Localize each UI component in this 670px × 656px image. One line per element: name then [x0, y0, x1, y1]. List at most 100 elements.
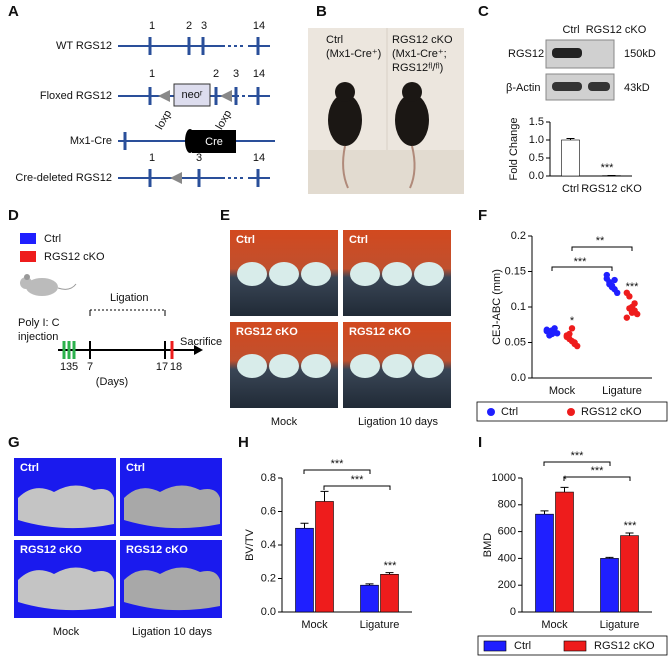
legend-swatch	[20, 251, 36, 262]
ligation-label: Ligation	[110, 292, 149, 304]
panel-label: D	[8, 207, 19, 224]
genotype-label: RGS12ᶠˡ/ᶠˡ)	[392, 62, 443, 74]
significance: ***	[624, 520, 638, 532]
exon-number: 1	[149, 20, 155, 32]
photo-label: Ctrl	[349, 234, 368, 246]
photo-label: Ctrl	[236, 234, 255, 246]
bracket	[571, 246, 633, 251]
tooth	[382, 262, 412, 286]
loxp-label: loxp	[214, 108, 234, 131]
x-label: Mock	[53, 626, 80, 638]
photo-label: RGS12 cKO	[349, 326, 411, 338]
protein-label: β-Actin	[506, 82, 540, 94]
point	[626, 293, 633, 300]
y-tick-label: 0.0	[511, 372, 526, 384]
exon-number: 3	[196, 152, 202, 164]
bar	[315, 501, 334, 613]
point	[603, 271, 610, 279]
y-tick-label: 0.5	[529, 152, 544, 164]
legend-marker	[567, 408, 575, 416]
bone	[124, 485, 220, 529]
photo-label: Ctrl	[126, 462, 145, 474]
significance: ***	[571, 450, 585, 462]
tooth	[237, 354, 267, 378]
size-label: 150kD	[624, 48, 656, 60]
point	[623, 314, 630, 321]
construct-label: Mx1-Cre	[70, 135, 112, 147]
y-tick-label: 0.15	[505, 265, 526, 277]
injection-label: Poly I: C	[18, 317, 60, 329]
y-tick-label: 0.05	[505, 336, 526, 348]
tooth	[350, 262, 380, 286]
day-label: 5	[72, 361, 78, 373]
tooth	[414, 262, 444, 286]
tooth-photos: Ctrl Ctrl RGS12 cKO RGS12 cKO Mock Ligation…	[230, 230, 451, 428]
error-bar	[365, 583, 374, 586]
bar	[600, 558, 619, 613]
x-tick-label: Mock	[301, 619, 328, 631]
y-tick-label: 0	[510, 606, 516, 618]
exon-number: 1	[149, 68, 155, 80]
legend-label: Ctrl	[501, 406, 518, 418]
day-label: 17	[156, 361, 168, 373]
y-axis-label: CEJ-ABC (mm)	[491, 269, 503, 345]
neo-cassette: neoʳ	[182, 89, 203, 101]
y-tick-label: 1.5	[529, 116, 544, 128]
photo-label: RGS12 cKO	[20, 544, 82, 556]
error-bar	[625, 532, 634, 536]
tooth	[237, 262, 267, 286]
point	[628, 309, 636, 316]
error-bar	[560, 486, 569, 493]
exon-number: 1	[149, 152, 155, 164]
point	[631, 300, 638, 307]
x-tick-label: Ligature	[602, 385, 642, 397]
panel-label: B	[316, 3, 327, 20]
sacrifice-label: Sacrifice	[180, 336, 222, 348]
x-tick-label: Mock	[549, 385, 576, 397]
exon-number: 14	[253, 68, 265, 80]
genotype-label: (Mx1-Cre⁺)	[326, 48, 381, 60]
point	[551, 329, 558, 336]
legend-label: Ctrl	[514, 640, 531, 652]
bone	[124, 567, 220, 611]
tooth	[350, 354, 380, 378]
error-bar	[385, 572, 394, 575]
y-axis-label: Fold Change	[508, 118, 520, 181]
significance: ***	[626, 281, 640, 293]
bracket	[551, 266, 613, 271]
y-axis-label: BMD	[482, 533, 494, 558]
construct-label: WT RGS12	[56, 40, 112, 52]
lane-label: Ctrl	[562, 24, 579, 36]
exon-number: 2	[186, 20, 192, 32]
cre-box: Cre	[205, 136, 223, 148]
significance: ***	[574, 256, 588, 268]
group-label: Ctrl	[326, 34, 343, 46]
bracket	[563, 476, 631, 481]
group-label: RGS12 cKO	[392, 34, 453, 46]
bar	[535, 513, 554, 613]
point	[571, 340, 578, 348]
timeline-diagram: Ctrl RGS12 cKO Poly I: C injection Ligat…	[18, 233, 222, 388]
exon-number: 14	[253, 20, 265, 32]
panel-label: A	[8, 3, 19, 20]
x-label: Ligation 10 days	[358, 416, 439, 428]
loxp-label: loxp	[154, 108, 174, 131]
tooth	[382, 354, 412, 378]
tooth	[301, 262, 331, 286]
bracket	[543, 461, 611, 466]
day-label: 3	[66, 361, 72, 373]
construct-label: Floxed RGS12	[40, 90, 112, 102]
photo-label: RGS12 cKO	[236, 326, 298, 338]
y-tick-label: 400	[498, 552, 516, 564]
bar	[380, 574, 399, 613]
legend-marker	[487, 408, 495, 416]
panel-label: C	[478, 3, 489, 20]
tooth	[269, 262, 299, 286]
significance: ***	[331, 458, 345, 470]
y-tick-label: 0.1	[511, 301, 526, 313]
injection-label: injection	[18, 331, 58, 343]
error-bar	[320, 490, 329, 502]
bar	[561, 139, 580, 177]
tooth	[414, 354, 444, 378]
mouse-photo: Ctrl (Mx1-Cre⁺) RGS12 cKO (Mx1-Cre⁺; RGS…	[308, 28, 464, 194]
